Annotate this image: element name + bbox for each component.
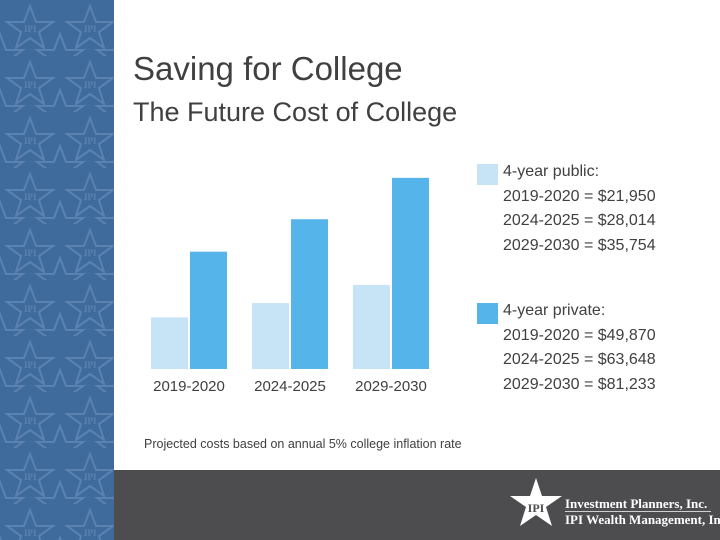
legend-line-private-3: 2029-2030 = $81,233 xyxy=(503,375,656,393)
footer-bar xyxy=(114,470,720,540)
x-tick-label: 2029-2030 xyxy=(355,378,427,395)
legend-swatch-private xyxy=(477,303,498,324)
legend-text-public: 4-year public: 2019-2020 = $21,950 2024-… xyxy=(503,160,656,258)
star-pattern-icon: IPI xyxy=(0,0,114,540)
bar-private-2019-2020 xyxy=(190,251,227,369)
star-logo-icon: IPI xyxy=(510,478,562,526)
sidebar-pattern-panel: IPI xyxy=(0,0,114,540)
bar-private-2024-2025 xyxy=(291,219,328,369)
bar-public-2024-2025 xyxy=(252,303,289,369)
bar-public-2029-2030 xyxy=(353,284,390,369)
page-title: Saving for College xyxy=(133,50,403,87)
legend-line-public-3: 2029-2030 = $35,754 xyxy=(503,236,656,254)
company-logo: IPI Investment Planners, Inc. IPI Wealth… xyxy=(508,476,720,532)
legend-line-private-1: 2019-2020 = $49,870 xyxy=(503,326,656,344)
logo-mark: IPI xyxy=(528,501,545,515)
legend-heading-private: 4-year private: xyxy=(503,302,606,319)
footnote: Projected costs based on annual 5% colle… xyxy=(144,437,462,451)
x-tick-label: 2019-2020 xyxy=(153,378,225,395)
legend-item-private: 4-year private: 2019-2020 = $49,870 2024… xyxy=(477,299,656,397)
bar-chart: 2019-2020 2024-2025 2029-2030 xyxy=(151,177,429,395)
logo-line-1: Investment Planners, Inc. xyxy=(565,496,708,511)
logo-divider xyxy=(565,511,711,512)
legend-line-private-2: 2024-2025 = $63,648 xyxy=(503,351,656,368)
legend-swatch-public xyxy=(477,164,498,185)
x-tick-label: 2024-2025 xyxy=(254,378,326,395)
logo-line-2: IPI Wealth Management, Inc. xyxy=(565,512,720,527)
legend-line-public-1: 2019-2020 = $21,950 xyxy=(503,187,656,205)
bar-private-2029-2030 xyxy=(392,177,429,369)
legend-heading-public: 4-year public: xyxy=(503,163,600,180)
legend-item-public: 4-year public: 2019-2020 = $21,950 2024-… xyxy=(477,160,656,258)
legend-line-public-2: 2024-2025 = $28,014 xyxy=(503,212,656,229)
page-subtitle: The Future Cost of College xyxy=(133,97,458,127)
legend-text-private: 4-year private: 2019-2020 = $49,870 2024… xyxy=(503,299,656,397)
bar-public-2019-2020 xyxy=(151,317,188,369)
